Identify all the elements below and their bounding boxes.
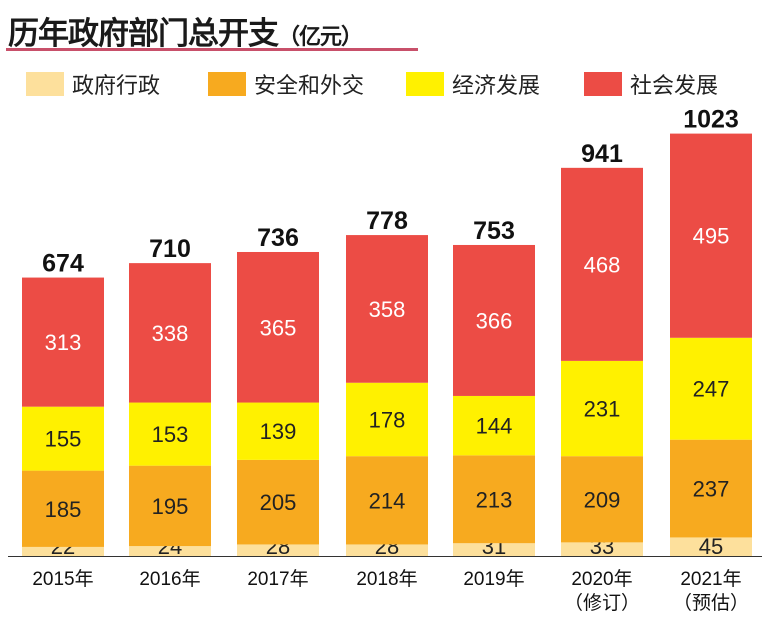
bar-segment	[346, 544, 428, 556]
bar-segment	[22, 406, 104, 471]
title-underline	[6, 48, 418, 51]
bar-segment	[670, 537, 752, 556]
legend-label: 政府行政	[72, 74, 161, 99]
total-label: 710	[149, 235, 191, 263]
segment-label: 358	[369, 297, 406, 322]
x-tick-label: （预估）	[673, 592, 749, 614]
bar-segment	[346, 382, 428, 457]
segment-label: 237	[693, 477, 730, 502]
total-label: 736	[257, 224, 299, 252]
segment-label: 213	[476, 487, 513, 512]
bar-segment	[670, 337, 752, 440]
segment-label: 247	[693, 377, 730, 402]
legend-item: 社会发展	[584, 68, 718, 100]
total-label: 778	[366, 207, 408, 235]
bar-segment	[22, 277, 104, 407]
bar-segment	[129, 402, 211, 466]
segment-label: 155	[45, 427, 82, 452]
legend-item: 安全和外交	[208, 68, 364, 100]
segment-label: 185	[45, 497, 82, 522]
total-label: 753	[473, 217, 515, 245]
title-unit: （亿元）	[278, 25, 363, 50]
legend-item: 经济发展	[406, 68, 540, 100]
bar-segment	[453, 244, 535, 396]
chart-title: 历年政府部门总开支（亿元）	[8, 8, 363, 53]
bar-segment	[237, 459, 319, 545]
x-tick-label: 2016年	[139, 568, 200, 590]
title-text: 历年政府部门总开支	[8, 16, 279, 52]
bar-segment	[453, 543, 535, 556]
segment-label: 178	[369, 407, 406, 432]
segment-label: 45	[699, 534, 723, 559]
bar-segment	[237, 544, 319, 556]
segment-label: 495	[693, 224, 730, 249]
bar-segment	[670, 133, 752, 338]
segment-label: 195	[152, 494, 189, 519]
bar-segment	[129, 546, 211, 556]
x-tick-label: （修订）	[564, 592, 640, 614]
legend-item: 政府行政	[26, 68, 160, 100]
legend-label: 社会发展	[630, 74, 719, 99]
segment-label: 214	[369, 488, 406, 513]
segment-label: 313	[45, 330, 82, 355]
bar-segment	[129, 465, 211, 547]
segment-label: 144	[476, 414, 513, 439]
x-tick-label: 2021年	[680, 568, 741, 590]
total-label: 674	[42, 250, 84, 278]
x-tick-label: 2017年	[247, 568, 308, 590]
bar-segment	[237, 402, 319, 460]
legend-swatch	[208, 72, 246, 96]
legend-swatch	[26, 72, 64, 96]
total-label: 1023	[683, 106, 739, 134]
legend-label: 经济发展	[452, 74, 541, 99]
legend-swatch	[584, 72, 622, 96]
bar-segment	[561, 360, 643, 457]
bar-segment	[129, 263, 211, 403]
legend-swatch	[406, 72, 444, 96]
bar-segment	[346, 235, 428, 383]
segment-label: 209	[584, 487, 621, 512]
segment-label: 365	[260, 315, 297, 340]
bar-segment	[453, 455, 535, 544]
bar-segment	[670, 439, 752, 538]
bar-segment	[561, 456, 643, 543]
x-tick-label: 2019年	[463, 568, 524, 590]
bar-segment	[22, 546, 104, 556]
bar-segment	[453, 395, 535, 456]
bar-segment	[561, 167, 643, 361]
x-tick-label: 2015年	[32, 568, 93, 590]
segment-label: 139	[260, 419, 297, 444]
segment-label: 366	[476, 308, 513, 333]
bar-segment	[561, 542, 643, 556]
segment-label: 153	[152, 422, 189, 447]
segment-label: 338	[152, 321, 189, 346]
segment-label: 468	[584, 252, 621, 277]
segment-label: 205	[260, 490, 297, 515]
total-label: 941	[581, 140, 623, 168]
x-tick-label: 2020年	[571, 568, 632, 590]
legend-label: 安全和外交	[254, 74, 365, 99]
bar-segment	[346, 456, 428, 545]
bar-segment	[237, 251, 319, 403]
bar-segment	[22, 470, 104, 547]
x-tick-label: 2018年	[356, 568, 417, 590]
segment-label: 231	[584, 397, 621, 422]
